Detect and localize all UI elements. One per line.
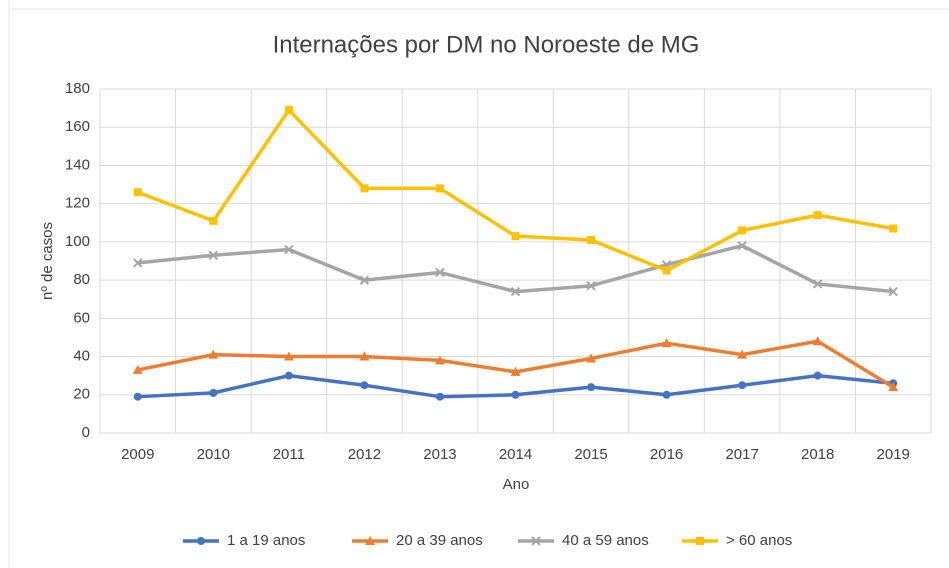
x-tick-label: 2009 xyxy=(121,446,154,463)
marker xyxy=(284,244,294,255)
x-tick-label: 2014 xyxy=(499,446,532,463)
marker xyxy=(661,338,672,348)
y-tick-label: 40 xyxy=(73,348,90,365)
marker xyxy=(435,392,444,401)
marker xyxy=(132,364,143,374)
marker xyxy=(510,286,521,297)
marker xyxy=(738,381,747,390)
legend-label: 1 a 19 anos xyxy=(227,532,305,549)
marker xyxy=(738,226,747,235)
x-tick-label: 2013 xyxy=(423,446,456,463)
marker xyxy=(209,216,218,225)
legend-marker xyxy=(365,536,375,545)
marker xyxy=(662,266,671,275)
marker xyxy=(133,392,142,401)
marker xyxy=(587,383,596,392)
marker xyxy=(208,250,219,260)
x-tick-label: 2015 xyxy=(574,446,607,463)
marker xyxy=(662,390,671,399)
y-tick-label: 20 xyxy=(73,386,90,403)
y-tick-label: 120 xyxy=(65,195,90,212)
chart-title: Internações por DM no Noroeste de MG xyxy=(273,31,700,58)
legend-label: 40 a 59 anos xyxy=(562,532,649,549)
marker xyxy=(359,275,370,285)
marker xyxy=(511,232,520,241)
y-tick-label: 140 xyxy=(65,156,90,173)
legend-marker xyxy=(531,536,541,546)
y-tick-label: 180 xyxy=(65,80,90,97)
y-tick-label: 160 xyxy=(65,118,90,135)
x-tick-label: 2018 xyxy=(801,446,834,463)
marker xyxy=(209,388,218,397)
marker xyxy=(435,267,445,278)
y-tick-label: 0 xyxy=(82,424,90,441)
legend-label: 20 a 39 anos xyxy=(396,532,483,549)
marker xyxy=(360,184,369,193)
marker xyxy=(133,258,143,268)
marker xyxy=(888,286,898,297)
x-tick-label: 2010 xyxy=(197,446,230,463)
marker xyxy=(284,106,293,115)
legend-label: > 60 anos xyxy=(726,532,792,549)
marker xyxy=(737,241,747,251)
marker xyxy=(587,235,596,244)
marker xyxy=(359,351,370,361)
marker xyxy=(284,371,293,380)
marker xyxy=(435,184,444,193)
y-axis-label: nº de casos xyxy=(39,222,56,300)
x-tick-label: 2016 xyxy=(650,446,683,463)
marker xyxy=(586,281,596,291)
marker xyxy=(586,353,597,363)
marker xyxy=(889,224,898,233)
marker xyxy=(133,188,142,197)
marker xyxy=(283,351,294,361)
marker xyxy=(812,336,823,346)
y-tick-label: 80 xyxy=(73,271,90,288)
marker xyxy=(813,371,822,380)
marker xyxy=(813,211,822,220)
marker xyxy=(888,382,899,392)
x-tick-label: 2019 xyxy=(877,446,910,463)
marker xyxy=(511,390,520,399)
legend-marker xyxy=(696,537,704,545)
marker xyxy=(737,349,748,359)
y-tick-label: 100 xyxy=(65,233,90,250)
x-tick-label: 2017 xyxy=(725,446,758,463)
y-tick-label: 60 xyxy=(73,309,90,326)
x-axis-label: Ano xyxy=(503,476,530,493)
marker xyxy=(510,366,521,376)
marker xyxy=(360,381,369,390)
marker xyxy=(812,279,823,289)
x-tick-label: 2011 xyxy=(273,446,305,463)
marker xyxy=(434,355,445,365)
legend-marker xyxy=(197,537,205,545)
marker xyxy=(208,349,219,359)
x-tick-label: 2012 xyxy=(348,446,381,463)
